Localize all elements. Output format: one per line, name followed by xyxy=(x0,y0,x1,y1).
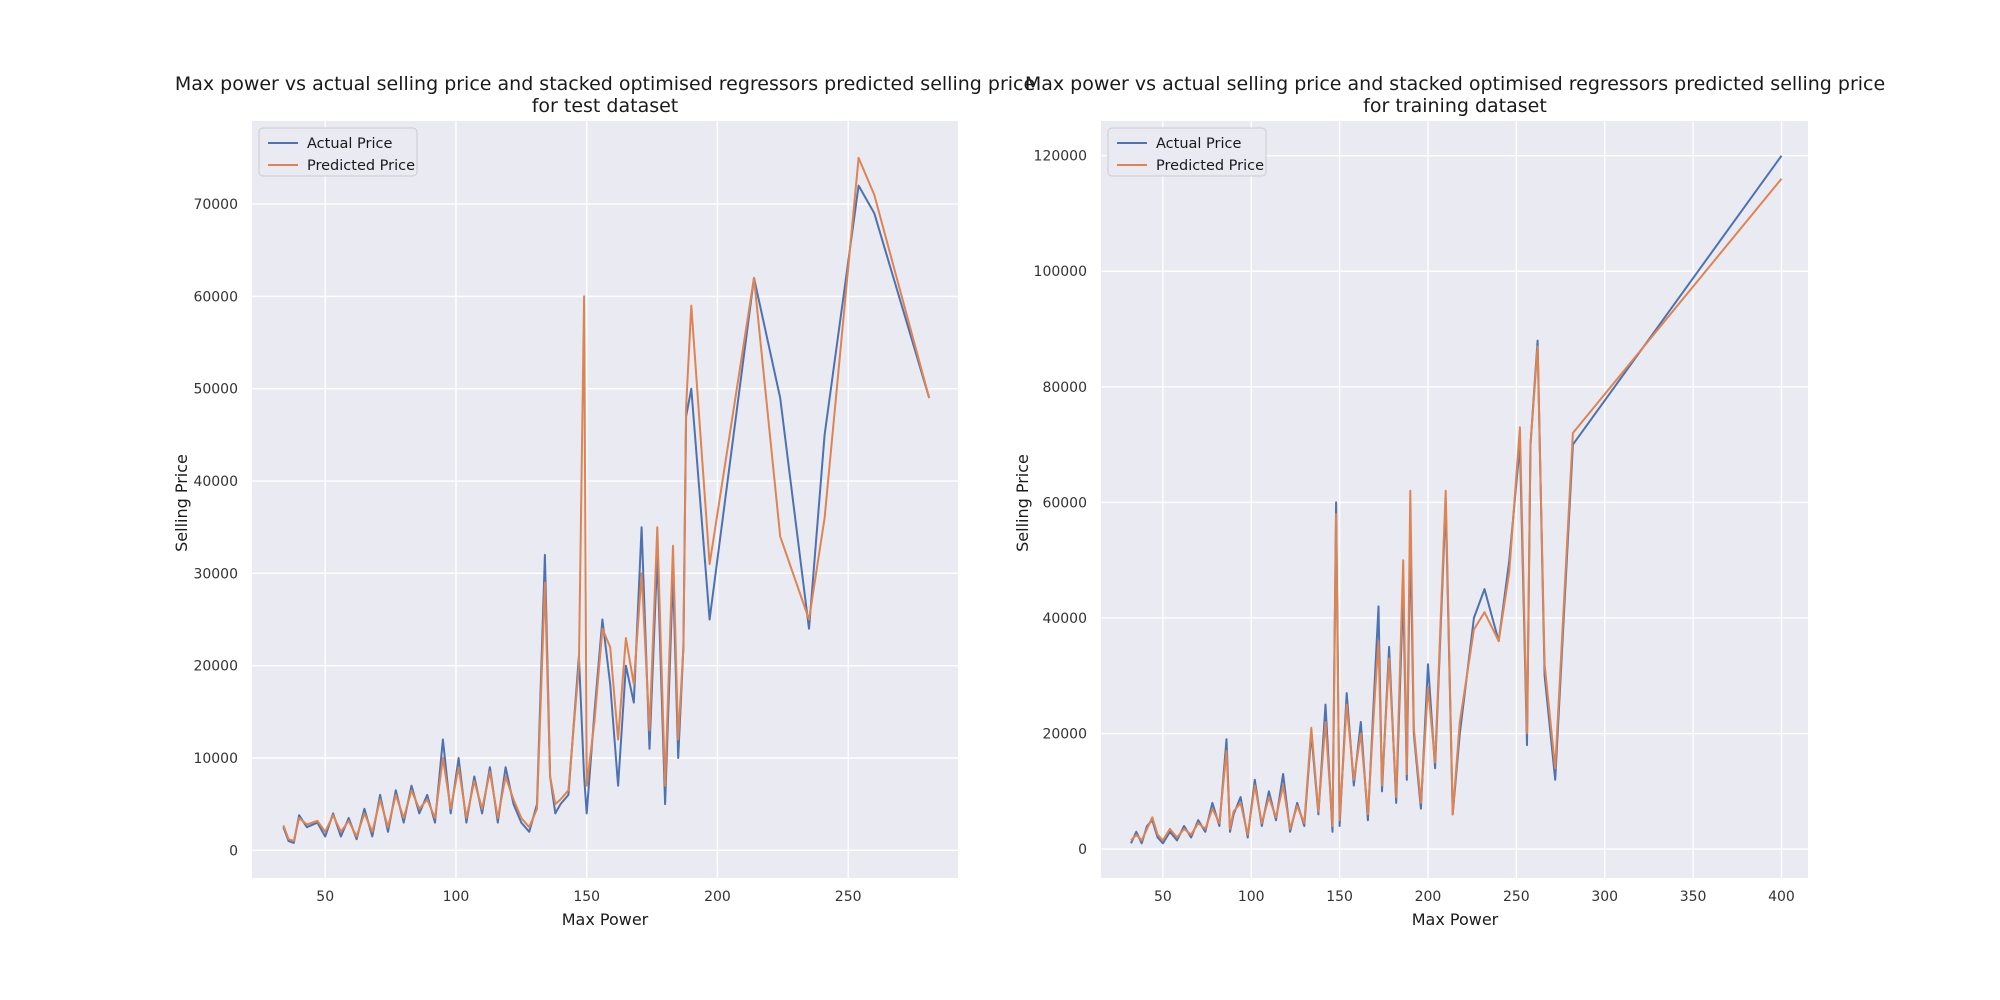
legend: Actual Price Predicted Price xyxy=(1107,127,1267,177)
y-tick-label: 80000 xyxy=(1042,380,1087,396)
y-tick-label: 100000 xyxy=(1034,264,1087,280)
y-axis-label: Selling Price xyxy=(172,454,191,552)
plot-background xyxy=(252,121,958,878)
chart-title-line-2: for training dataset xyxy=(1363,95,1547,117)
chart-title-line-1: Max power vs actual selling price and st… xyxy=(1025,73,1885,95)
chart-title-line-1: Max power vs actual selling price and st… xyxy=(175,73,1035,95)
y-tick-label: 20000 xyxy=(1042,727,1087,743)
y-axis-label: Selling Price xyxy=(1013,454,1032,552)
legend-box xyxy=(258,127,418,177)
legend-label-actual: Actual Price xyxy=(1156,136,1241,152)
x-tick-label: 200 xyxy=(704,889,731,905)
x-tick-label: 150 xyxy=(1326,889,1353,905)
predicted-price-line xyxy=(282,156,931,843)
test-dataset-chart: Max power vs actual selling price and st… xyxy=(172,73,1035,929)
y-tick-label: 0 xyxy=(229,843,238,859)
legend: Actual Price Predicted Price xyxy=(258,127,418,177)
x-tick-label: 100 xyxy=(1238,889,1265,905)
legend-label-actual: Actual Price xyxy=(307,136,392,152)
y-tick-label: 60000 xyxy=(193,289,238,305)
chart-title-line-2: for test dataset xyxy=(532,95,679,117)
y-tick-label: 60000 xyxy=(1042,495,1087,511)
x-axis-label: Max Power xyxy=(1412,910,1499,929)
x-tick-label: 300 xyxy=(1591,889,1618,905)
x-tick-label: 400 xyxy=(1768,889,1795,905)
plot-background xyxy=(1101,121,1808,878)
y-tick-label: 20000 xyxy=(193,659,238,675)
legend-label-predicted: Predicted Price xyxy=(1156,158,1264,174)
x-tick-label: 250 xyxy=(835,889,862,905)
training-dataset-chart: Max power vs actual selling price and st… xyxy=(1013,73,1885,929)
x-tick-label: 200 xyxy=(1415,889,1442,905)
x-tick-label: 50 xyxy=(1154,889,1172,905)
plot-area xyxy=(1101,121,1808,878)
y-tick-label: 30000 xyxy=(193,566,238,582)
y-tick-label: 10000 xyxy=(193,751,238,767)
y-tick-label: 40000 xyxy=(193,474,238,490)
predicted-price-line xyxy=(1130,178,1783,842)
x-tick-label: 250 xyxy=(1503,889,1530,905)
x-tick-label: 150 xyxy=(573,889,600,905)
y-tick-label: 50000 xyxy=(193,382,238,398)
y-tick-label: 120000 xyxy=(1034,149,1087,165)
legend-label-predicted: Predicted Price xyxy=(307,158,415,174)
legend-box xyxy=(1107,127,1267,177)
y-tick-label: 40000 xyxy=(1042,611,1087,627)
x-axis-label: Max Power xyxy=(562,910,649,929)
x-tick-label: 100 xyxy=(443,889,470,905)
x-tick-label: 50 xyxy=(316,889,334,905)
y-tick-label: 0 xyxy=(1078,842,1087,858)
x-tick-label: 350 xyxy=(1680,889,1707,905)
y-tick-label: 70000 xyxy=(193,197,238,213)
plot-area xyxy=(252,121,958,878)
